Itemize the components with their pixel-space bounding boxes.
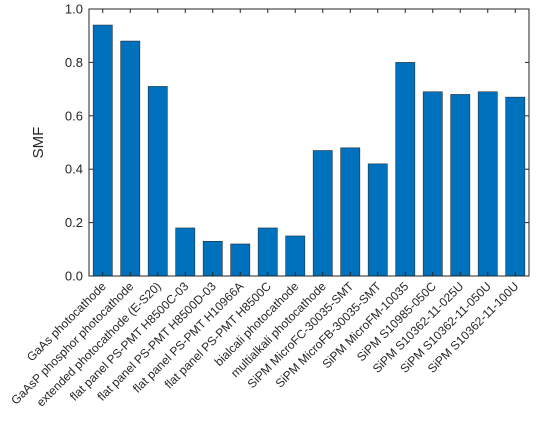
bar [450,94,471,277]
bar [92,24,113,277]
bar [202,241,223,277]
bar [147,86,168,277]
bar [505,96,526,277]
bars-group [92,24,526,277]
y-tick-label: 0.0 [65,269,83,284]
y-axis-label: SMF [30,127,47,159]
bar [175,227,196,277]
y-tick-label: 0.4 [65,162,83,177]
bar [120,40,141,277]
y-tick-label: 0.6 [65,108,83,123]
bar [230,243,251,277]
bar [395,62,416,277]
bar [257,227,278,277]
bar [340,147,361,277]
bar [477,91,498,277]
bar [422,91,443,277]
y-tick-label: 0.2 [65,215,83,230]
bar [285,235,306,277]
bar [312,150,333,277]
y-tick-label: 1.0 [65,2,83,17]
y-tick-label: 0.8 [65,55,83,70]
y-axis-ticks: 0.0 0.2 0.4 0.6 0.8 1.0 [65,2,529,284]
axes-box [88,8,530,277]
bar [367,163,388,277]
